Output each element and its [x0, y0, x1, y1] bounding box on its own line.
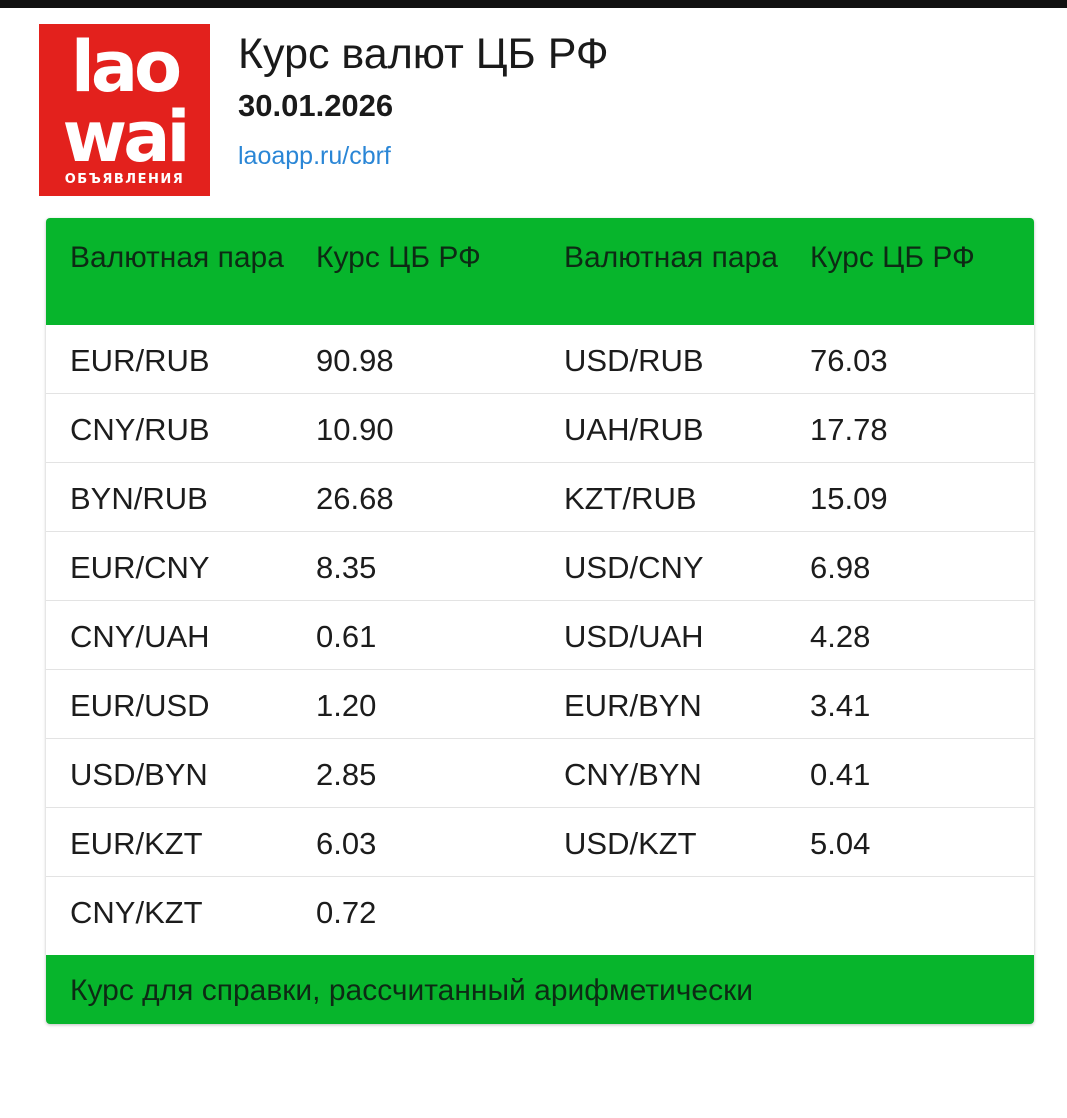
- pair-cell: CNY/BYN: [564, 757, 702, 792]
- table-row: EUR/CNY 8.35 USD/CNY 6.98: [46, 532, 1034, 601]
- table-row: EUR/USD 1.20 EUR/BYN 3.41: [46, 670, 1034, 739]
- rates-table: Валютная пара Курс ЦБ РФ Валютная пара К…: [46, 218, 1034, 1024]
- table-row: CNY/UAH 0.61 USD/UAH 4.28: [46, 601, 1034, 670]
- rate-cell: 8.35: [316, 550, 377, 585]
- pair-cell: KZT/RUB: [564, 481, 697, 516]
- table-row: CNY/RUB 10.90 UAH/RUB 17.78: [46, 394, 1034, 463]
- rate-cell: 0.72: [316, 895, 377, 930]
- pair-cell: USD/RUB: [564, 343, 704, 378]
- header-rate-1: Курс ЦБ РФ: [316, 241, 481, 274]
- table-row: BYN/RUB 26.68 KZT/RUB 15.09: [46, 463, 1034, 532]
- rate-cell: 10.90: [316, 412, 394, 447]
- page-title: Курс валют ЦБ РФ: [238, 30, 609, 78]
- pair-cell: USD/KZT: [564, 826, 697, 861]
- top-bar: [0, 0, 1067, 8]
- rate-cell: 26.68: [316, 481, 394, 516]
- header-rate-2: Курс ЦБ РФ: [810, 241, 975, 274]
- table-body: EUR/RUB 90.98 USD/RUB 76.03 CNY/RUB 10.9…: [46, 325, 1034, 947]
- pair-cell: USD/CNY: [564, 550, 704, 585]
- pair-cell: UAH/RUB: [564, 412, 704, 447]
- pair-cell: BYN/RUB: [70, 481, 208, 516]
- header-pair-1: Валютная пара: [70, 241, 284, 274]
- rate-cell: 5.04: [810, 826, 871, 861]
- table-row: CNY/KZT 0.72: [46, 877, 1034, 947]
- pair-cell: EUR/CNY: [70, 550, 210, 585]
- logo-subtitle: ОБЪЯВЛЕНИЯ: [64, 172, 185, 187]
- pair-cell: EUR/BYN: [564, 688, 702, 723]
- logo-text-line1: lao: [70, 26, 182, 108]
- rate-cell: 6.03: [316, 826, 377, 861]
- pair-cell: CNY/RUB: [70, 412, 210, 447]
- rate-cell: 6.98: [810, 550, 871, 585]
- table-footer: Курс для справки, рассчитанный арифметич…: [46, 955, 1034, 1024]
- pair-cell: EUR/RUB: [70, 343, 210, 378]
- rate-cell: 0.41: [810, 757, 871, 792]
- logo-text-line2: wai: [62, 96, 191, 178]
- table-row: USD/BYN 2.85 CNY/BYN 0.41: [46, 739, 1034, 808]
- rate-cell: 2.85: [316, 757, 377, 792]
- header-pair-2: Валютная пара: [564, 241, 778, 274]
- table-row: EUR/KZT 6.03 USD/KZT 5.04: [46, 808, 1034, 877]
- pair-cell: USD/BYN: [70, 757, 208, 792]
- laowai-logo: lao wai ОБЪЯВЛЕНИЯ: [39, 24, 210, 196]
- rate-cell: 4.28: [810, 619, 871, 654]
- rate-cell: 1.20: [316, 688, 377, 723]
- table-row: EUR/RUB 90.98 USD/RUB 76.03: [46, 325, 1034, 394]
- pair-cell: CNY/KZT: [70, 895, 203, 930]
- rate-cell: 3.41: [810, 688, 871, 723]
- rate-cell: 15.09: [810, 481, 888, 516]
- rate-cell: 17.78: [810, 412, 888, 447]
- rate-cell: 90.98: [316, 343, 394, 378]
- rate-cell: 0.61: [316, 619, 377, 654]
- rate-date: 30.01.2026: [238, 88, 394, 123]
- footer-note: Курс для справки, рассчитанный арифметич…: [70, 974, 753, 1007]
- pair-cell: EUR/USD: [70, 688, 210, 723]
- pair-cell: EUR/KZT: [70, 826, 203, 861]
- pair-cell: CNY/UAH: [70, 619, 210, 654]
- rate-cell: 76.03: [810, 343, 888, 378]
- table-header: Валютная пара Курс ЦБ РФ Валютная пара К…: [46, 218, 1034, 325]
- source-link[interactable]: laoapp.ru/cbrf: [238, 142, 391, 170]
- pair-cell: USD/UAH: [564, 619, 704, 654]
